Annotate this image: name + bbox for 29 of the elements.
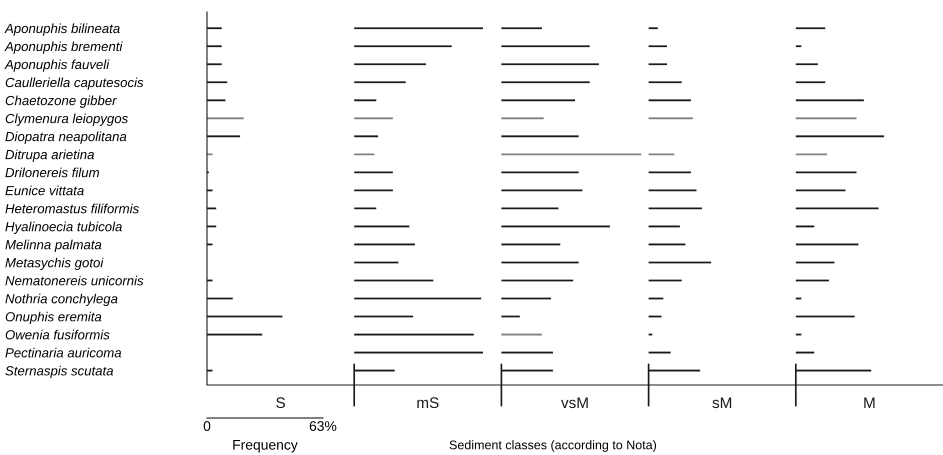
y-tick-label: Aponuphis bilineata (4, 23, 120, 36)
text: Frequency (233, 440, 298, 452)
y-tick-label: Clymenura leiopygos (6, 114, 128, 126)
y-tick-label: Melinna palmata (5, 240, 102, 252)
y-tick-label: Nothria conchylega (5, 294, 118, 306)
text: Sediment classes (according to Nota) (450, 440, 656, 452)
y-tick-label: Aponuphis brementi (4, 41, 123, 54)
series-label: sM (712, 397, 732, 408)
y-tick-label: Metasychis gotoi (5, 258, 104, 270)
y-tick-label: Eunice vittata (5, 186, 84, 196)
y-tick-label: Aponuphis fauveli (4, 59, 110, 72)
x-tick-label: 63% (310, 421, 336, 431)
y-tick-label: Owenia fusiformis (6, 330, 110, 340)
y-tick-label: Drilonereis filum (5, 168, 99, 178)
x-tick-label: 0 (204, 421, 210, 431)
y-tick-label: Nematonereis unicornis (5, 276, 144, 286)
series-label: M (864, 397, 875, 408)
y-tick-label: Sternaspis scutata (5, 366, 114, 378)
y-tick-label: Onuphis eremita (6, 312, 102, 324)
y-tick-label: Pectinaria auricoma (5, 348, 122, 358)
y-tick-label: Hyalinoecia tubicola (5, 222, 122, 234)
y-tick-label: Chaetozone gibber (6, 96, 117, 108)
text: S (276, 397, 285, 408)
y-tick-label: Caulleriella caputesocis (6, 77, 144, 90)
text: mS (417, 397, 439, 408)
series-label: vsM (561, 397, 588, 408)
y-tick-label: Ditrupa arietina (5, 150, 94, 162)
y-tick-label: Heteromastus filiformis (5, 204, 139, 214)
y-tick-label: Diopatra neapolitana (5, 132, 126, 144)
